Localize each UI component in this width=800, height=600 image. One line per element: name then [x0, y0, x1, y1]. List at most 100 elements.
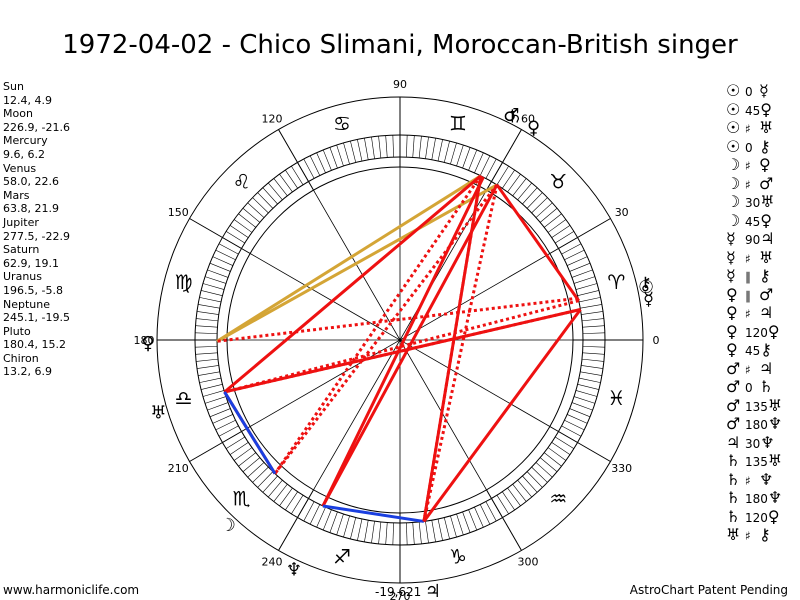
degree-tick — [555, 436, 575, 449]
degree-tick — [544, 213, 562, 228]
aspect-line — [224, 308, 581, 394]
footer-website-link[interactable]: www.harmoniclife.com — [3, 583, 140, 597]
degree-tick — [575, 390, 598, 397]
degree-tick — [209, 408, 231, 418]
aspect-symbol: ♯ — [745, 529, 751, 543]
aspect-line — [422, 308, 582, 523]
degree-tick — [285, 491, 298, 511]
aspect-planet-b: ♀ — [760, 210, 772, 230]
degree-tick — [392, 522, 394, 545]
aspect-row: ☽ ♯ ♂ — [726, 174, 787, 194]
degree-tick — [547, 447, 567, 461]
sector-divider — [486, 489, 522, 551]
planet-name-pluto: Pluto — [3, 324, 31, 338]
aspect-planet-a: ♄ — [726, 506, 741, 526]
aspect-planet-a: ☉ — [726, 81, 741, 100]
degree-tick — [262, 475, 278, 493]
degree-tick — [561, 243, 582, 255]
degree-label: 120 — [262, 112, 283, 125]
degree-tick — [207, 269, 229, 278]
aspect-planet-b: ⚷ — [759, 136, 771, 156]
aspect-planet-b: ☿ — [759, 81, 769, 100]
aspect-planet-b: ♆ — [760, 432, 775, 452]
aspect-line — [273, 183, 499, 475]
degree-tick — [425, 521, 429, 544]
degree-tick — [204, 396, 227, 404]
degree-tick — [392, 135, 394, 158]
aspect-planet-a: ☿ — [726, 266, 736, 285]
degree-tick — [229, 225, 249, 238]
aspect-planet-b: ♅ — [767, 451, 783, 470]
degree-tick — [582, 352, 605, 355]
sector-divider — [549, 426, 611, 462]
aspect-planet-a: ♀ — [726, 340, 738, 359]
degree-tick — [202, 283, 225, 290]
degree-tick — [247, 462, 265, 478]
degree-tick — [378, 136, 382, 159]
degree-tick — [531, 466, 548, 483]
degree-label: 300 — [518, 556, 539, 569]
aspect-symbol: 30 — [745, 436, 761, 451]
degree-tick — [350, 517, 357, 539]
degree-tick — [357, 139, 363, 162]
degree-tick — [539, 207, 558, 223]
planet-glyph-icon: ♄ — [507, 107, 523, 128]
aspect-symbol: 120 — [745, 325, 768, 340]
planet-name-mercury: Mercury — [3, 134, 48, 148]
aspect-planet-b: ♄ — [759, 377, 774, 396]
degree-tick — [343, 515, 350, 538]
aspect-row: ☽ 30♅ — [726, 192, 787, 212]
degree-tick — [196, 318, 219, 322]
degree-tick — [279, 173, 293, 193]
planet-coords-mars: 63.8, 21.9 — [3, 202, 59, 216]
zodiac-sign-icon: ♎ — [175, 386, 193, 410]
degree-tick — [252, 466, 269, 483]
degree-tick — [577, 290, 599, 297]
degree-tick — [418, 136, 422, 159]
aspect-planet-b: ♆ — [767, 488, 783, 507]
degree-tick — [581, 358, 604, 362]
aspect-row: ♃ 30♆ — [726, 432, 787, 453]
aspect-row: ☽ ♯ ♀ — [726, 155, 787, 175]
degree-tick — [336, 144, 344, 167]
degree-tick — [238, 452, 256, 467]
degree-tick — [329, 511, 338, 533]
degree-tick — [573, 396, 596, 404]
degree-tick — [535, 202, 553, 218]
degree-tick — [285, 169, 298, 189]
aspect-row: ☽ 45♀ — [726, 210, 787, 231]
degree-tick — [567, 414, 588, 424]
degree-tick — [412, 135, 415, 158]
aspect-planet-a: ♀ — [726, 303, 738, 322]
degree-tick — [456, 144, 464, 167]
degree-tick — [309, 155, 321, 176]
aspect-symbol: 135 — [745, 399, 768, 414]
planet-coords-mercury: 9.6, 6.2 — [3, 147, 45, 161]
chart-title: 1972-04-02 - Chico Slimani, Moroccan-Bri… — [62, 30, 738, 60]
degree-tick — [242, 457, 261, 473]
zodiac-sign-icon: ♈ — [607, 270, 625, 294]
degree-tick — [242, 207, 261, 223]
aspect-planet-b: ♅ — [759, 247, 774, 267]
planet-name-sun: Sun — [3, 80, 24, 93]
planet-coords-moon: 226.9, -21.6 — [3, 120, 70, 134]
aspect-symbol: 180 — [745, 492, 768, 506]
aspect-planet-b: ♀ — [767, 321, 780, 341]
degree-tick — [522, 187, 538, 205]
degree-tick — [350, 141, 357, 163]
degree-tick — [564, 419, 585, 431]
aspect-row: ♄ 180♆ — [726, 488, 787, 508]
aspect-planet-b: ♅ — [760, 192, 775, 211]
degree-tick — [456, 513, 464, 536]
aspect-symbol: ♯ — [745, 362, 751, 377]
zodiac-sign-icon: ♑ — [449, 544, 467, 568]
sector-divider — [549, 218, 611, 254]
degree-tick — [215, 249, 236, 261]
degree-tick — [279, 487, 293, 507]
aspect-line — [223, 174, 482, 394]
aspect-symbol: 120 — [745, 510, 768, 525]
aspect-row: ♀ ∥ ♂ — [726, 284, 787, 305]
aspect-planet-a: ♀ — [726, 284, 738, 304]
planet-glyph-icon: ♀ — [527, 117, 540, 138]
aspect-symbol: 0 — [745, 140, 753, 155]
